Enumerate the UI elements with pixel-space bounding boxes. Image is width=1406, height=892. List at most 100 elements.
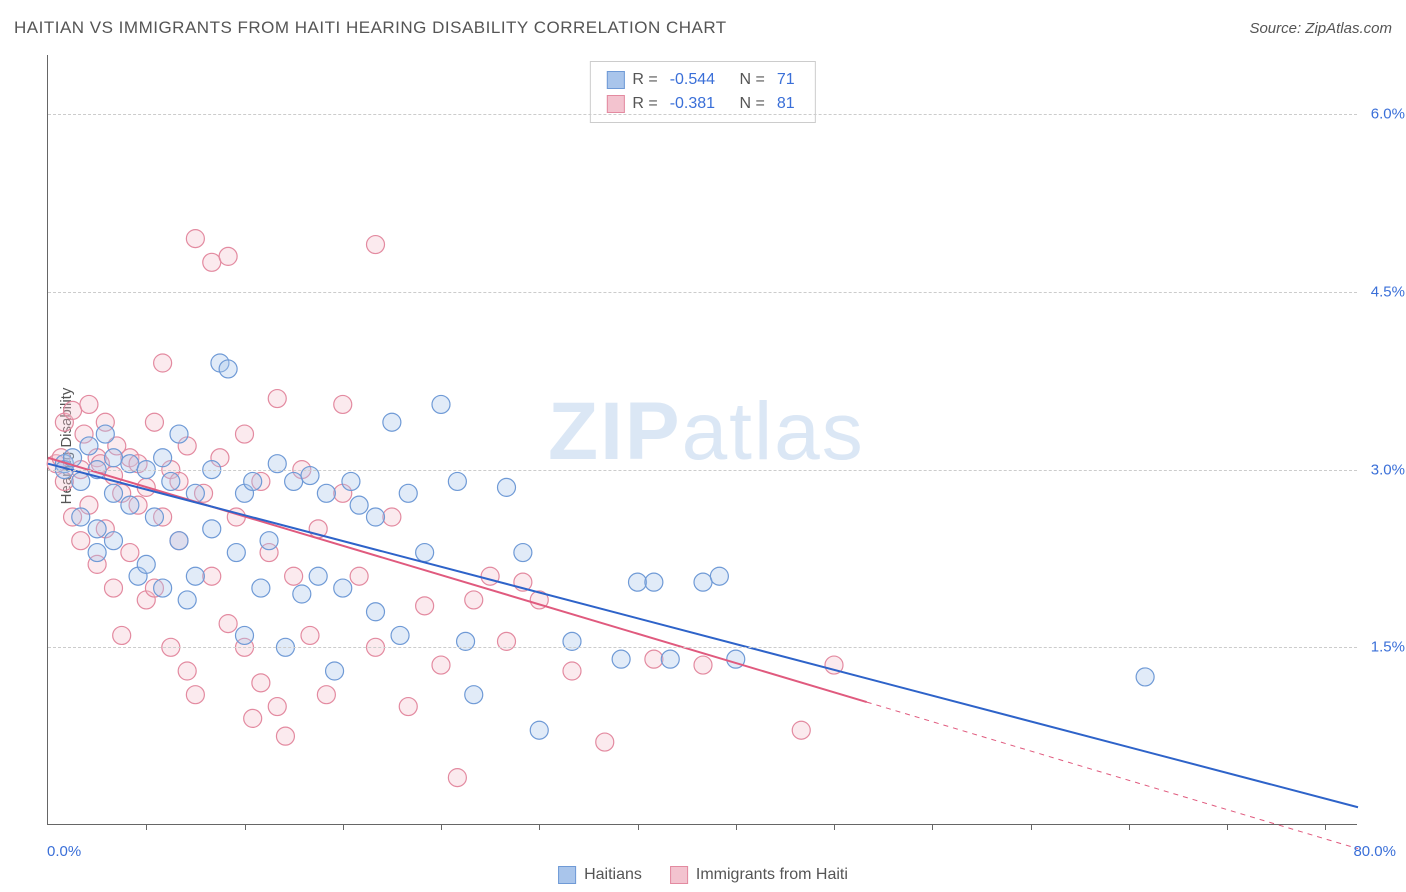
scatter-point: [236, 425, 254, 443]
scatter-point: [694, 573, 712, 591]
x-tick: [1325, 824, 1326, 830]
scatter-point: [465, 686, 483, 704]
scatter-point: [383, 413, 401, 431]
x-tick: [1227, 824, 1228, 830]
scatter-point: [121, 496, 139, 514]
scatter-point: [252, 674, 270, 692]
scatter-point: [448, 472, 466, 490]
scatter-point: [350, 496, 368, 514]
n-label: N =: [740, 92, 765, 116]
scatter-point: [252, 579, 270, 597]
scatter-point: [399, 698, 417, 716]
scatter-point: [80, 395, 98, 413]
chart-svg: [48, 55, 1357, 824]
legend-label-pink: Immigrants from Haiti: [696, 866, 848, 884]
trend-line: [48, 458, 867, 702]
legend-item-pink: Immigrants from Haiti: [670, 866, 848, 884]
scatter-point: [342, 472, 360, 490]
x-tick: [638, 824, 639, 830]
scatter-point: [629, 573, 647, 591]
scatter-point: [170, 425, 188, 443]
legend-item-blue: Haitians: [558, 866, 642, 884]
scatter-point: [326, 662, 344, 680]
scatter-point: [154, 579, 172, 597]
x-tick: [146, 824, 147, 830]
stats-row-blue: R = -0.544 N = 71: [606, 68, 798, 92]
scatter-point: [203, 253, 221, 271]
scatter-point: [186, 567, 204, 585]
scatter-point: [219, 247, 237, 265]
scatter-point: [416, 544, 434, 562]
scatter-point: [186, 686, 204, 704]
scatter-point: [563, 662, 581, 680]
gridline: [48, 292, 1357, 293]
scatter-point: [72, 508, 90, 526]
x-axis-max-label: 80.0%: [1353, 843, 1396, 860]
r-value-pink: -0.381: [670, 92, 715, 116]
scatter-point: [645, 573, 663, 591]
legend-label-blue: Haitians: [584, 866, 642, 884]
scatter-point: [178, 591, 196, 609]
scatter-point: [399, 484, 417, 502]
scatter-point: [219, 360, 237, 378]
bottom-legend: Haitians Immigrants from Haiti: [558, 866, 848, 884]
scatter-point: [203, 567, 221, 585]
scatter-point: [710, 567, 728, 585]
scatter-point: [530, 721, 548, 739]
scatter-point: [154, 449, 172, 467]
scatter-point: [285, 472, 303, 490]
scatter-point: [154, 354, 172, 372]
scatter-point: [448, 769, 466, 787]
scatter-point: [145, 508, 163, 526]
scatter-point: [96, 425, 114, 443]
y-tick-label: 1.5%: [1371, 639, 1405, 656]
y-tick-label: 6.0%: [1371, 106, 1405, 123]
scatter-point: [268, 390, 286, 408]
scatter-point: [244, 709, 262, 727]
source-attribution: Source: ZipAtlas.com: [1249, 20, 1392, 37]
stats-row-pink: R = -0.381 N = 81: [606, 92, 798, 116]
scatter-point: [88, 544, 106, 562]
r-label: R =: [632, 92, 657, 116]
scatter-point: [432, 395, 450, 413]
scatter-point: [661, 650, 679, 668]
x-tick: [736, 824, 737, 830]
x-tick: [834, 824, 835, 830]
scatter-point: [293, 585, 311, 603]
plot-area: ZIPatlas R = -0.544 N = 71 R = -0.381 N …: [47, 55, 1357, 825]
scatter-point: [367, 508, 385, 526]
scatter-point: [137, 555, 155, 573]
scatter-point: [268, 698, 286, 716]
legend-swatch-blue: [558, 866, 576, 884]
scatter-point: [170, 532, 188, 550]
n-value-pink: 81: [777, 92, 795, 116]
scatter-point: [416, 597, 434, 615]
scatter-point: [285, 567, 303, 585]
scatter-point: [367, 603, 385, 621]
scatter-point: [792, 721, 810, 739]
scatter-point: [367, 236, 385, 254]
scatter-point: [612, 650, 630, 668]
chart-header: HAITIAN VS IMMIGRANTS FROM HAITI HEARING…: [14, 18, 1392, 38]
trend-line-dashed: [867, 702, 1358, 849]
n-label: N =: [740, 68, 765, 92]
scatter-point: [105, 532, 123, 550]
scatter-point: [72, 532, 90, 550]
scatter-point: [694, 656, 712, 674]
scatter-point: [350, 567, 368, 585]
scatter-point: [309, 567, 327, 585]
gridline: [48, 647, 1357, 648]
scatter-point: [145, 413, 163, 431]
scatter-point: [227, 544, 245, 562]
swatch-blue: [606, 71, 624, 89]
scatter-point: [260, 532, 278, 550]
scatter-point: [203, 520, 221, 538]
n-value-blue: 71: [777, 68, 795, 92]
scatter-point: [105, 449, 123, 467]
scatter-point: [596, 733, 614, 751]
gridline: [48, 114, 1357, 115]
gridline: [48, 470, 1357, 471]
r-value-blue: -0.544: [670, 68, 715, 92]
x-tick: [245, 824, 246, 830]
scatter-point: [383, 508, 401, 526]
